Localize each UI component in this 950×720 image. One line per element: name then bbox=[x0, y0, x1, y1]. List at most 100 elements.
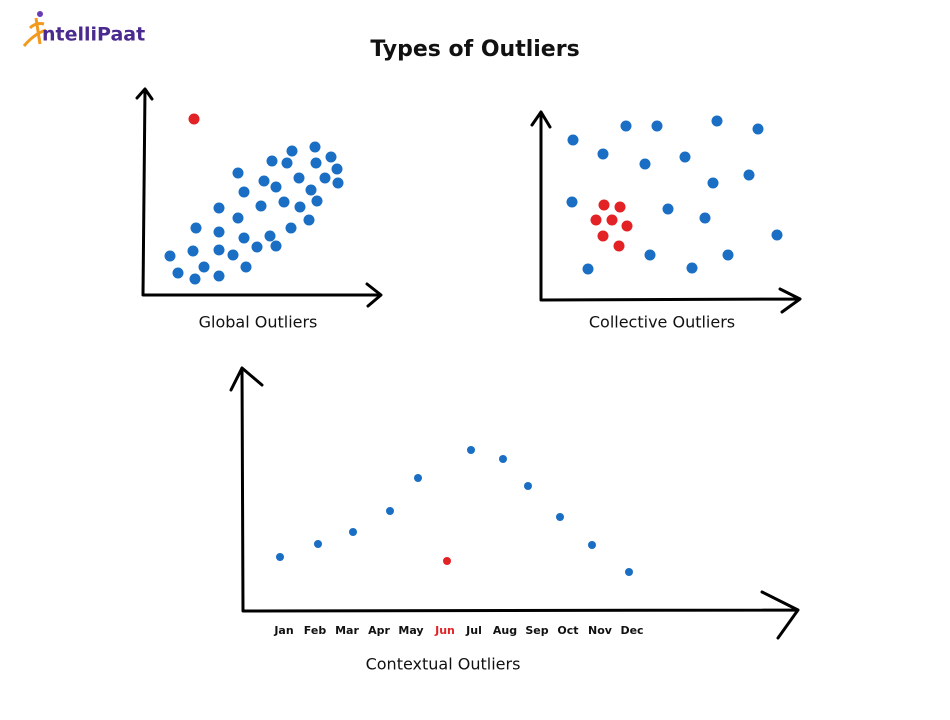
dot bbox=[255, 200, 267, 212]
dot bbox=[524, 482, 532, 490]
dot bbox=[639, 158, 651, 170]
logo-figure bbox=[22, 17, 47, 47]
dot bbox=[743, 169, 755, 181]
dot bbox=[286, 145, 298, 157]
title: Types of Outliers bbox=[370, 37, 579, 62]
dot bbox=[198, 261, 210, 273]
dot bbox=[331, 163, 343, 175]
axes bbox=[229, 366, 800, 640]
dot bbox=[270, 181, 282, 193]
dot bbox=[699, 212, 711, 224]
month-label: Jan bbox=[273, 624, 293, 637]
outlier-dot bbox=[443, 557, 451, 565]
dot bbox=[651, 120, 663, 132]
outlier-dot bbox=[590, 214, 602, 226]
dot bbox=[386, 507, 394, 515]
dot bbox=[707, 177, 719, 189]
panel-label: Contextual Outliers bbox=[366, 655, 521, 674]
dot bbox=[686, 262, 698, 274]
outlier-dot bbox=[598, 199, 610, 211]
dot bbox=[349, 528, 357, 536]
month-label: Apr bbox=[368, 624, 390, 637]
dot bbox=[232, 212, 244, 224]
dot bbox=[232, 167, 244, 179]
outlier-dot bbox=[597, 230, 609, 242]
month-label: Oct bbox=[557, 624, 578, 637]
dot bbox=[499, 455, 507, 463]
dot bbox=[293, 172, 305, 184]
dot bbox=[467, 446, 475, 454]
month-label: May bbox=[398, 624, 423, 637]
month-label: Mar bbox=[335, 624, 359, 637]
month-label: Jun bbox=[434, 624, 455, 637]
dot bbox=[278, 196, 290, 208]
dot bbox=[213, 202, 225, 214]
dot bbox=[189, 273, 201, 285]
month-label: Feb bbox=[304, 624, 327, 637]
dot bbox=[305, 184, 317, 196]
dot bbox=[314, 540, 322, 548]
dot bbox=[213, 226, 225, 238]
dot bbox=[644, 249, 656, 261]
dot bbox=[281, 157, 293, 169]
dot bbox=[238, 186, 250, 198]
dot bbox=[266, 155, 278, 167]
dot bbox=[752, 123, 764, 135]
outlier-dot bbox=[614, 201, 626, 213]
dot bbox=[285, 222, 297, 234]
dot bbox=[187, 245, 199, 257]
dot bbox=[620, 120, 632, 132]
outlier-dot bbox=[188, 113, 200, 125]
dot bbox=[213, 244, 225, 256]
axes bbox=[135, 87, 383, 308]
dot bbox=[414, 474, 422, 482]
dot bbox=[213, 270, 225, 282]
dot bbox=[310, 157, 322, 169]
dot bbox=[662, 203, 674, 215]
month-labels: Jan Feb Mar Apr May Jun Jul Aug Sep Oct Nov Dec bbox=[273, 624, 643, 637]
dot bbox=[258, 175, 270, 187]
dot bbox=[567, 134, 579, 146]
dot bbox=[582, 263, 594, 275]
dot bbox=[588, 541, 596, 549]
dot bbox=[172, 267, 184, 279]
outlier-dot bbox=[606, 214, 618, 226]
dot bbox=[303, 214, 315, 226]
dots bbox=[164, 113, 783, 576]
panel-label: Collective Outliers bbox=[589, 313, 735, 332]
dot bbox=[311, 195, 323, 207]
outlier-dot bbox=[613, 240, 625, 252]
dot bbox=[294, 201, 306, 213]
panel-label: Global Outliers bbox=[199, 313, 318, 332]
dot bbox=[556, 513, 564, 521]
dot bbox=[332, 177, 344, 189]
dot bbox=[722, 249, 734, 261]
dot bbox=[190, 222, 202, 234]
dot bbox=[164, 250, 176, 262]
month-label: Jul bbox=[465, 624, 482, 637]
dot bbox=[771, 229, 783, 241]
month-label: Aug bbox=[493, 624, 517, 637]
dot bbox=[597, 148, 609, 160]
dot bbox=[566, 196, 578, 208]
dot bbox=[325, 151, 337, 163]
dot bbox=[227, 249, 239, 261]
dot bbox=[679, 151, 691, 163]
month-label: Dec bbox=[620, 624, 643, 637]
outlier-dot bbox=[621, 220, 633, 232]
dot bbox=[238, 232, 250, 244]
dot bbox=[625, 568, 633, 576]
logo-head bbox=[37, 11, 43, 17]
dot bbox=[251, 241, 263, 253]
month-label: Nov bbox=[588, 624, 613, 637]
dot bbox=[270, 240, 282, 252]
logo: ntelliPaat bbox=[22, 11, 145, 47]
dot bbox=[276, 553, 284, 561]
logo-text: ntelliPaat bbox=[42, 24, 145, 46]
dot bbox=[240, 261, 252, 273]
dot bbox=[309, 141, 321, 153]
dot bbox=[319, 172, 331, 184]
axes bbox=[530, 110, 802, 314]
dot bbox=[711, 115, 723, 127]
